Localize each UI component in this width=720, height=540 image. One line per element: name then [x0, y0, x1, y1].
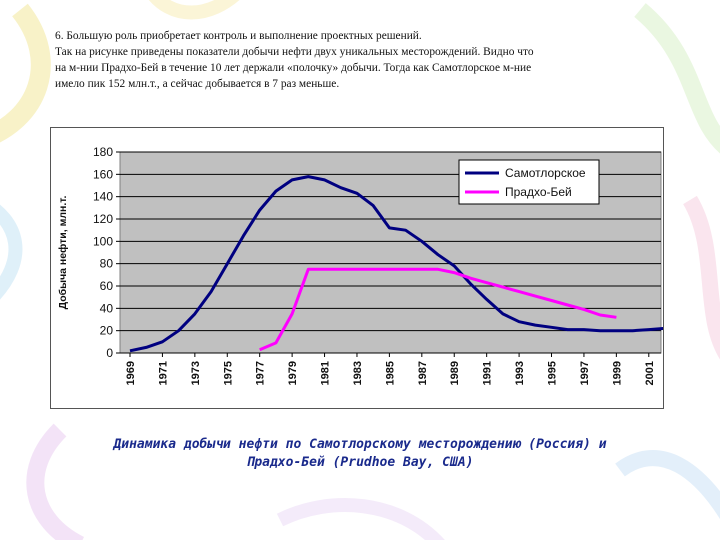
x-tick-label: 1983 [352, 361, 364, 385]
legend-label: Самотлорское [505, 166, 586, 180]
y-tick-label: 40 [100, 301, 114, 315]
legend-label: Прадхо-Бей [505, 185, 572, 199]
y-axis-label: Добыча нефти, млн.т. [57, 196, 69, 310]
chart-frame: 0 20 40 60 80 100 120 140 160 180 1969 1971 1973 1975… [50, 127, 664, 409]
x-tick-label: 1999 [611, 361, 623, 385]
x-tick-label: 1989 [449, 361, 461, 385]
oil-production-chart: 0 20 40 60 80 100 120 140 160 180 1969 1971 1973 1975… [57, 145, 663, 385]
legend-box [458, 159, 600, 205]
y-tick-label: 160 [93, 167, 113, 181]
x-tick-label: 1971 [157, 361, 169, 385]
intro-line-3: на м-нии Прадхо-Бей в течение 10 лет дер… [55, 62, 532, 74]
x-tick-label: 1977 [255, 361, 267, 385]
x-tick-label: 1991 [482, 361, 494, 385]
x-tick-label: 1969 [125, 361, 137, 385]
x-tick-label: 1975 [222, 361, 234, 385]
x-tick-label: 2001 [644, 361, 656, 385]
x-tick-label: 1993 [514, 361, 526, 385]
y-tick-label: 120 [93, 212, 113, 226]
y-tick-label: 60 [100, 279, 114, 293]
x-tick-label: 1985 [384, 361, 396, 385]
y-tick-label: 20 [100, 324, 114, 338]
x-tick-label: 1981 [320, 361, 332, 385]
y-tick-label: 100 [93, 234, 113, 248]
caption-line-2: Прадхо-Бей (Prudhoe Bay, США) [246, 455, 474, 470]
x-tick-label: 1997 [579, 361, 591, 385]
series-line-samotlor [129, 175, 663, 353]
y-tick-label: 0 [106, 346, 113, 360]
intro-line-1: 6. Большую роль приобретает контроль и в… [55, 30, 422, 42]
intro-text: 6. Большую роль приобретает контроль и в… [55, 28, 670, 92]
x-tick-label: 1973 [190, 361, 202, 385]
chart-caption: Динамика добычи нефти по Самотлорскому м… [40, 436, 680, 472]
intro-line-2: Так на рисунке приведены показатели добы… [55, 46, 534, 58]
x-tick-label: 1979 [287, 361, 299, 385]
caption-line-1: Динамика добычи нефти по Самотлорскому м… [113, 437, 607, 452]
x-tick-label: 1987 [417, 361, 429, 385]
x-tick-label: 1995 [547, 361, 559, 385]
y-tick-label: 180 [93, 145, 113, 159]
y-tick-label: 140 [93, 190, 113, 204]
y-tick-label: 80 [100, 257, 114, 271]
intro-line-4: имело пик 152 млн.т., а сейчас добываетс… [55, 78, 340, 90]
